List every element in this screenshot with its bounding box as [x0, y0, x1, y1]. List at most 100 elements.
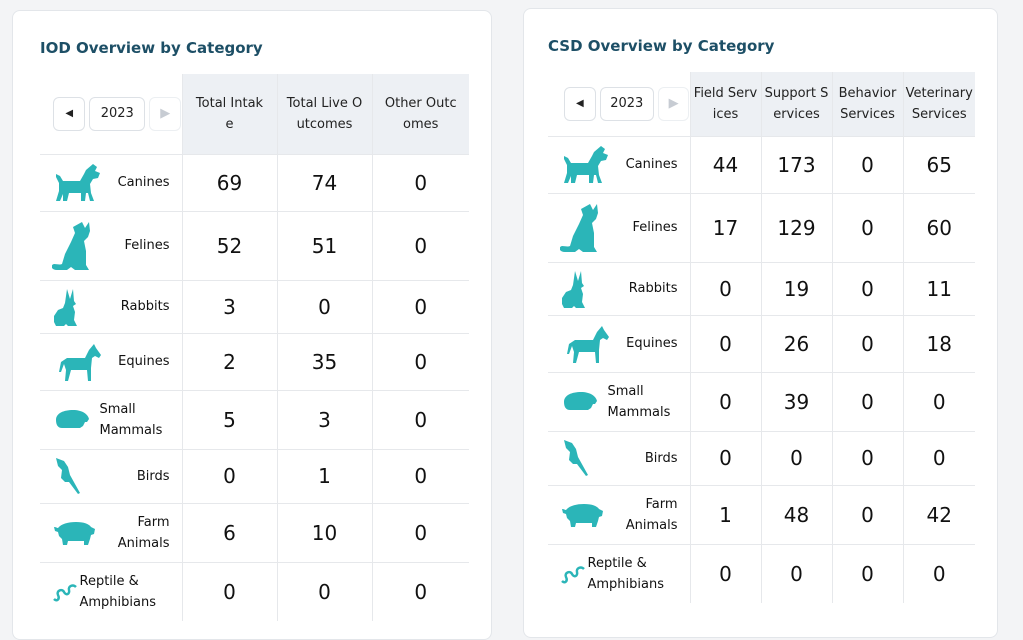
- value-cell: 0: [831, 135, 903, 193]
- value-cell: 0: [760, 543, 832, 603]
- value-cell: 74: [276, 153, 372, 211]
- csd-next-year-button[interactable]: ▶: [657, 86, 690, 121]
- guinea-pig-icon: [52, 408, 90, 432]
- category-cell: Rabbits: [548, 261, 690, 315]
- rabbit-icon: [52, 287, 80, 327]
- category-label: Reptile & Amphibians: [79, 573, 157, 610]
- value-cell: 0: [689, 430, 761, 485]
- value-cell: 42: [902, 484, 975, 544]
- csd-overview-card: CSD Overview by Category ◀ 2023 ▶ Field …: [523, 8, 998, 638]
- table-row: Farm Animals 1 48 0 42: [548, 484, 975, 544]
- value-cell: 0: [902, 543, 975, 603]
- category-cell: Rabbits: [40, 279, 182, 333]
- table-row: Reptile & Amphibians 0 0 0 0: [548, 543, 975, 603]
- value-cell: 0: [371, 279, 469, 333]
- iod-year-button[interactable]: 2023: [89, 96, 146, 131]
- category-cell: Canines: [40, 153, 182, 211]
- iod-next-year-button[interactable]: ▶: [149, 96, 182, 131]
- table-row: Rabbits 0 19 0 11: [548, 261, 975, 315]
- value-cell: 0: [181, 561, 277, 621]
- value-cell: 0: [689, 314, 761, 372]
- value-cell: 10: [276, 502, 372, 562]
- iod-prev-year-button[interactable]: ◀: [53, 96, 86, 131]
- value-cell: 0: [371, 502, 469, 562]
- table-row: Canines 44 173 0 65: [548, 135, 975, 193]
- snake-icon: [560, 563, 586, 585]
- value-cell: 0: [276, 561, 372, 621]
- dog-icon: [52, 162, 102, 204]
- value-cell: 129: [760, 192, 832, 262]
- iod-header-other-outcomes: Other Outcomes: [371, 74, 469, 154]
- value-cell: 69: [181, 153, 277, 211]
- category-label: Felines: [632, 220, 678, 235]
- value-cell: 0: [760, 430, 832, 485]
- category-label: Rabbits: [628, 281, 678, 296]
- iod-header-total-intake: Total Intake: [181, 74, 277, 154]
- category-cell: Farm Animals: [40, 502, 182, 562]
- category-cell: Birds: [548, 430, 690, 485]
- table-row: Reptile & Amphibians 0 0 0: [40, 561, 469, 621]
- table-row: Small Mammals 5 3 0: [40, 389, 469, 449]
- table-row: Felines 52 51 0: [40, 210, 469, 280]
- category-cell: Farm Animals: [548, 484, 690, 544]
- value-cell: 0: [831, 543, 903, 603]
- csd-year-button[interactable]: 2023: [599, 86, 654, 121]
- csd-header-veterinary-services: Veterinary Services: [902, 72, 975, 136]
- category-label: Equines: [118, 354, 170, 369]
- value-cell: 173: [760, 135, 832, 193]
- value-cell: 17: [689, 192, 761, 262]
- table-row: Farm Animals 6 10 0: [40, 502, 469, 562]
- value-cell: 0: [831, 371, 903, 431]
- value-cell: 52: [181, 210, 277, 280]
- category-cell: Felines: [40, 210, 182, 280]
- category-label: Felines: [124, 238, 170, 253]
- value-cell: 51: [276, 210, 372, 280]
- category-cell: Reptile & Amphibians: [40, 561, 182, 621]
- value-cell: 18: [902, 314, 975, 372]
- snake-icon: [52, 581, 78, 603]
- chevron-right-icon: ▶: [160, 106, 171, 122]
- iod-header-total-live-outcomes: Total Live Outcomes: [276, 74, 372, 154]
- value-cell: 3: [181, 279, 277, 333]
- iod-title: IOD Overview by Category: [40, 39, 263, 57]
- value-cell: 6: [181, 502, 277, 562]
- category-cell: Equines: [548, 314, 690, 372]
- category-label: Small Mammals: [607, 383, 671, 420]
- category-cell: Felines: [548, 192, 690, 262]
- category-label: Birds: [644, 450, 678, 466]
- rabbit-icon: [560, 269, 588, 309]
- value-cell: 19: [760, 261, 832, 315]
- value-cell: 0: [276, 279, 372, 333]
- category-label: Small Mammals: [99, 401, 163, 438]
- csd-title: CSD Overview by Category: [548, 37, 775, 55]
- value-cell: 0: [689, 543, 761, 603]
- category-label: Equines: [626, 336, 678, 351]
- value-cell: 11: [902, 261, 975, 315]
- category-cell: Small Mammals: [548, 371, 690, 431]
- value-cell: 60: [902, 192, 975, 262]
- value-cell: 1: [276, 448, 372, 503]
- value-cell: 26: [760, 314, 832, 372]
- value-cell: 48: [760, 484, 832, 544]
- category-label: Farm Animals: [625, 496, 678, 533]
- table-row: Felines 17 129 0 60: [548, 192, 975, 262]
- table-row: Canines 69 74 0: [40, 153, 469, 211]
- csd-table: ◀ 2023 ▶ Field Services Support Services…: [548, 72, 975, 603]
- table-row: Equines 0 26 0 18: [548, 314, 975, 372]
- category-cell: Equines: [40, 332, 182, 390]
- category-cell: Canines: [548, 135, 690, 193]
- table-row: Rabbits 3 0 0: [40, 279, 469, 333]
- value-cell: 0: [371, 561, 469, 621]
- csd-prev-year-button[interactable]: ◀: [564, 86, 596, 121]
- value-cell: 0: [831, 192, 903, 262]
- parrot-icon: [560, 438, 590, 478]
- value-cell: 5: [181, 389, 277, 449]
- table-row: Birds 0 1 0: [40, 448, 469, 503]
- category-cell: Small Mammals: [40, 389, 182, 449]
- pig-icon: [52, 519, 96, 547]
- value-cell: 0: [371, 448, 469, 503]
- category-label: Reptile & Amphibians: [587, 555, 665, 592]
- value-cell: 39: [760, 371, 832, 431]
- chevron-left-icon: ◀: [575, 98, 584, 110]
- value-cell: 0: [371, 389, 469, 449]
